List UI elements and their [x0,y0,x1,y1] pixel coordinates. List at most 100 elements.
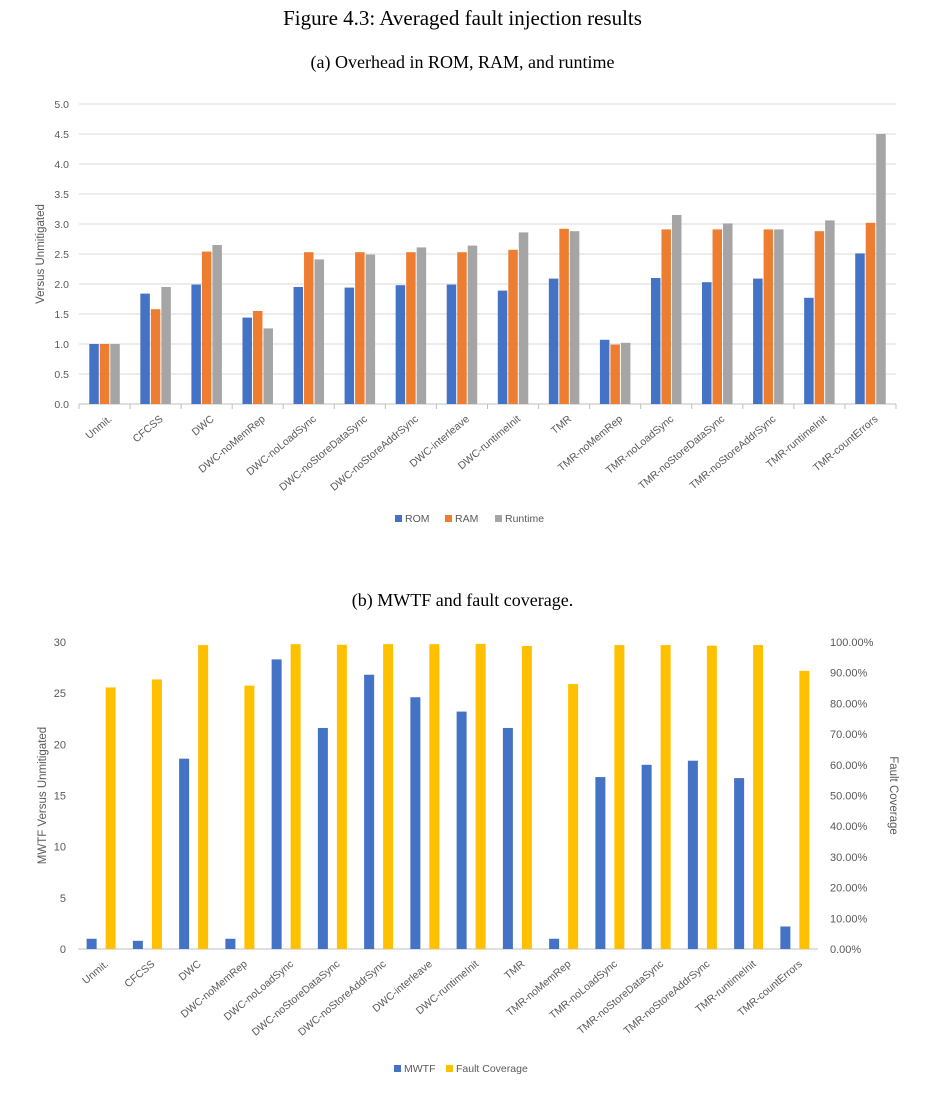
bar-ram [559,228,569,404]
bar-runtime [212,245,222,404]
bar-mwtf [317,727,328,949]
bar-rom [804,297,814,404]
bar-rom [242,317,252,404]
bar-ram [99,344,110,404]
bar-ram [712,229,723,404]
bar-mwtf [780,926,791,949]
y2-axis-title: Fault Coverage [887,756,899,835]
bar-mwtf [502,727,513,949]
bar-rom [89,344,99,404]
bar-fault-coverage [244,685,255,949]
bar-mwtf [641,764,652,949]
y-tick-label: 10 [54,842,66,854]
bar-mwtf [687,760,698,949]
y2-tick-label: 50.00% [830,791,868,803]
bar-mwtf [595,777,606,949]
bar-rom [344,287,355,404]
y-tick-label: 0 [60,944,66,956]
y-tick-label: 2.5 [54,249,69,261]
y2-tick-label: 30.00% [830,852,868,864]
y-tick-label: 5.0 [54,99,69,111]
y-axis-title: MWTF Versus Unmitigated [37,727,49,864]
bar-runtime [569,231,580,404]
legend-swatch-fault-coverage [446,1065,453,1072]
bar-mwtf [734,778,745,949]
bar-fault-coverage [198,645,209,949]
overhead-chart: 0.0 0.5 1.0 1.5 2.0 2.5 3.0 3.5 4.0 4.5 5.0 Versus … [35,99,897,525]
bar-mwtf [225,938,236,949]
bar-rom [446,284,457,404]
legend-label-runtime: Runtime [505,513,544,525]
bar-rom [191,284,201,404]
y-tick-label: 0.5 [54,369,69,381]
x-tick-label: DWC-noStoreAddrSync [296,958,389,1038]
x-tick-label: TMR-noStoreDataSync [575,958,666,1037]
y-tick-label: 25 [54,688,66,700]
bar-fault-coverage [290,644,301,949]
panel-a-caption: (a) Overhead in ROM, RAM, and runtime [310,52,615,72]
y-tick-label: 2.0 [54,279,69,291]
figure-title: Figure 4.3: Averaged fault injection res… [283,6,642,30]
bar-rom [599,339,610,404]
y-tick-label: 0.0 [54,399,69,411]
y2-tick-label: 90.00% [830,668,868,680]
bar-rom [395,285,406,404]
bar-mwtf [271,659,282,949]
bar-runtime [876,134,886,404]
bar-fault-coverage [429,644,440,949]
y2-tick-label: 80.00% [830,698,868,710]
bar-rom [548,278,559,404]
bar-runtime [467,245,478,404]
legend-swatch-runtime [495,515,502,522]
y-tick-label: 4.0 [54,159,69,171]
x-tick-label: TMR [502,958,527,982]
bar-fault-coverage [475,643,486,949]
x-tick-label: DWC-noStoreDataSync [250,958,343,1038]
bar-rom [140,293,150,404]
bar-runtime [263,328,273,404]
y-tick-label: 3.0 [54,219,69,231]
y2-tick-label: 10.00% [830,913,868,925]
legend-label-fault-coverage: Fault Coverage [456,1063,528,1075]
legend-label-rom: ROM [405,513,430,525]
bar-runtime [825,220,835,404]
bar-fault-coverage [383,644,394,949]
bar-mwtf [179,758,190,949]
legend-swatch-rom [395,515,402,522]
bar-rom [753,278,763,404]
y2-tick-label: 100.00% [830,637,874,649]
x-tick-label: DWC [177,958,204,984]
bar-ram [304,252,314,404]
bar-fault-coverage [521,645,532,949]
bar-ram [355,252,365,404]
y-tick-label: 15 [54,791,66,803]
y-axis-title: Versus Unmitigated [35,204,47,304]
panel-b-caption: (b) MWTF and fault coverage. [351,590,574,610]
bar-ram [150,309,161,404]
y-tick-label: 30 [54,637,66,649]
bar-ram [508,249,518,404]
y2-tick-label: 0.00% [830,944,861,956]
bar-runtime [365,254,376,404]
bar-rom [702,282,712,404]
bar-runtime [110,344,120,404]
bar-ram [763,229,774,404]
legend-swatch-mwtf [394,1065,401,1072]
bar-rom [293,287,304,404]
bar-fault-coverage [753,645,764,949]
y-tick-label: 3.5 [54,189,69,201]
x-tick-label: CFCSS [122,958,157,990]
bar-fault-coverage [336,644,347,949]
bar-rom [497,290,508,404]
y-tick-label: 4.5 [54,129,69,141]
bar-rom [650,278,661,404]
y2-tick-label: 70.00% [830,729,868,741]
bar-ram [201,251,212,404]
bar-mwtf [410,697,421,949]
y-tick-label: 1.5 [54,309,69,321]
bar-runtime [518,232,529,404]
bar-fault-coverage [660,645,671,949]
bar-fault-coverage [105,687,116,949]
legend-label-mwtf: MWTF [404,1063,436,1075]
bar-fault-coverage [706,645,717,949]
